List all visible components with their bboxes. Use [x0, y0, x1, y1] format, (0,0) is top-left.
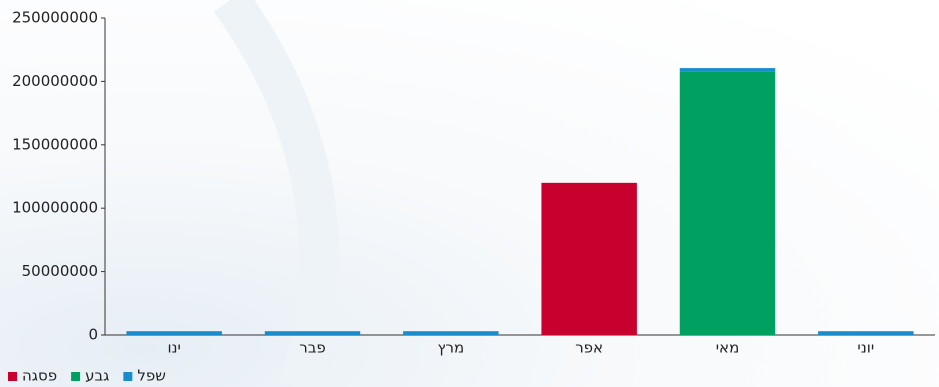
x-tick-label: פבר — [299, 339, 326, 357]
x-tick-label: יוני — [857, 339, 874, 357]
bar-segment — [403, 331, 499, 335]
bar-segment — [818, 331, 914, 335]
legend-label: שפל — [137, 367, 166, 385]
legend-swatch — [123, 372, 133, 381]
legend-label: פסגה — [22, 367, 57, 385]
y-tick-label: 250000000 — [12, 9, 98, 27]
x-tick-label: ינו — [167, 339, 180, 357]
bar-segment — [541, 182, 637, 335]
bar-segment — [679, 68, 776, 72]
bar-segment — [264, 331, 361, 335]
y-tick-label: 0 — [88, 326, 98, 344]
y-tick-label: 50000000 — [22, 262, 98, 280]
x-tick-label: מאי — [716, 339, 740, 357]
legend-label: גבע — [85, 367, 109, 385]
y-tick-label: 150000000 — [12, 135, 98, 153]
x-tick-label: אפר — [575, 339, 603, 357]
y-tick-label: 200000000 — [12, 72, 98, 90]
legend-swatch — [71, 372, 81, 381]
x-tick-label: מרץ — [437, 339, 464, 357]
bar-segment — [126, 331, 222, 335]
y-tick-label: 100000000 — [12, 199, 98, 217]
legend-swatch — [8, 372, 17, 381]
bar-segment — [679, 71, 776, 336]
